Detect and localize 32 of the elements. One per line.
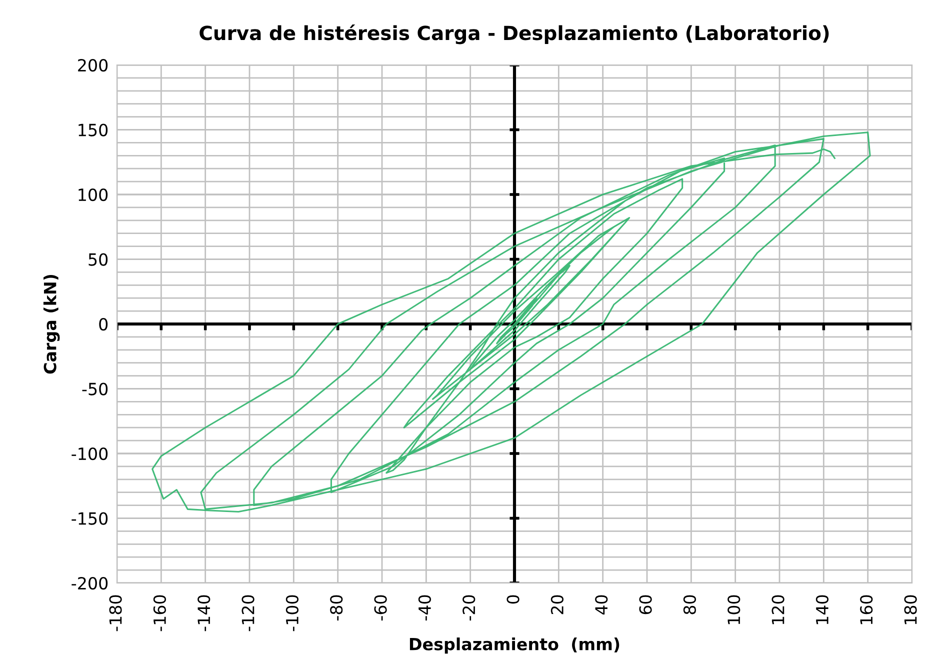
line-series (152, 132, 871, 513)
y-tick-label: -100 (72, 447, 108, 460)
x-tick-label: -20 (462, 595, 476, 621)
x-tick-label: -180 (109, 595, 122, 632)
x-tick-label: 0 (506, 595, 520, 604)
y-tick-label: -50 (82, 382, 108, 396)
x-tick-label: 40 (595, 595, 608, 615)
x-tick-label: 80 (683, 595, 696, 614)
y-tick-label: 50 (88, 253, 108, 266)
x-tick-label: 160 (860, 595, 873, 624)
x-tick-label: -40 (418, 595, 432, 621)
y-axis-title: Carga (kN) (43, 274, 60, 374)
x-tick-label: -80 (330, 595, 343, 621)
x-tick-label: -100 (286, 595, 299, 632)
y-tick-label: 150 (78, 124, 108, 136)
x-tick-label: -120 (242, 595, 254, 632)
x-tick-label: -60 (374, 595, 387, 621)
x-tick-label: -160 (153, 595, 166, 632)
x-tick-label: 100 (728, 595, 740, 624)
y-tick-label: -150 (72, 512, 108, 525)
chart-title: Curva de histéresis Carga - Desplazamiento (Laboratorio) (200, 24, 829, 44)
y-tick-label: 200 (78, 58, 108, 72)
y-tick-label: 100 (78, 188, 108, 202)
x-tick-label: -140 (198, 595, 210, 632)
y-tick-label: 0 (99, 318, 108, 331)
x-axis-title: Desplazamiento (mm) (410, 637, 620, 654)
x-tick-label: 60 (639, 595, 652, 614)
x-tick-label: 180 (904, 595, 917, 624)
x-tick-label: 20 (550, 595, 564, 614)
x-tick-label: 120 (772, 595, 784, 624)
y-tick-label: -200 (72, 576, 108, 590)
x-tick-label: 140 (816, 595, 829, 624)
